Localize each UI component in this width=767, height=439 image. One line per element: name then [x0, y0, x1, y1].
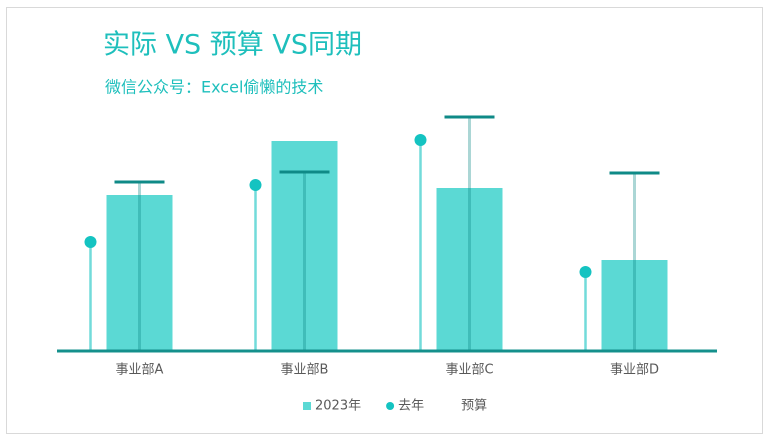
bar — [106, 195, 173, 351]
lollipop-dot — [84, 236, 97, 248]
lollipop-dot — [414, 134, 427, 146]
legend-label: 2023年 — [315, 399, 361, 414]
x-tick-label: 事业部C — [445, 363, 493, 378]
x-tick-label: 事业部B — [281, 363, 329, 378]
lollipop — [249, 179, 262, 351]
bar — [271, 141, 338, 351]
bar — [436, 188, 503, 351]
lollipop — [84, 236, 97, 351]
x-tick-label: 事业部A — [116, 363, 164, 378]
x-tick-label: 事业部D — [610, 363, 659, 378]
lollipop — [414, 134, 427, 351]
chart-subtitle: 微信公众号：Excel偷懒的技术 — [105, 78, 323, 97]
bar — [601, 260, 668, 351]
budget-marker — [444, 115, 495, 351]
chart-title: 实际 VS 预算 VS同期 — [103, 30, 362, 61]
budget-marker — [279, 170, 330, 351]
lollipop-dot — [579, 266, 592, 278]
budget-marker — [609, 171, 660, 351]
legend-swatch — [386, 402, 395, 410]
lollipop — [579, 266, 592, 351]
legend-label: 去年 — [398, 399, 424, 414]
legend-label: 预算 — [461, 399, 487, 414]
budget-marker — [114, 180, 165, 351]
lollipop-dot — [249, 179, 262, 191]
legend-swatch — [303, 402, 311, 410]
